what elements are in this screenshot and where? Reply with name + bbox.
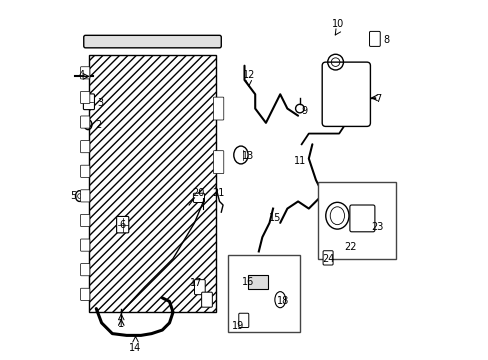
FancyBboxPatch shape bbox=[81, 264, 90, 276]
Text: 14: 14 bbox=[129, 343, 142, 353]
Text: 7: 7 bbox=[375, 94, 381, 104]
Text: 9: 9 bbox=[301, 107, 307, 116]
FancyBboxPatch shape bbox=[213, 97, 224, 120]
Text: 1: 1 bbox=[118, 319, 124, 329]
FancyBboxPatch shape bbox=[194, 280, 205, 295]
FancyBboxPatch shape bbox=[81, 215, 90, 226]
FancyBboxPatch shape bbox=[201, 292, 212, 307]
FancyBboxPatch shape bbox=[81, 67, 90, 79]
Bar bbox=[317, 182, 395, 258]
Text: 17: 17 bbox=[190, 278, 203, 288]
FancyBboxPatch shape bbox=[349, 205, 374, 232]
FancyBboxPatch shape bbox=[83, 35, 221, 48]
Text: 4: 4 bbox=[79, 69, 85, 80]
Text: 15: 15 bbox=[268, 212, 281, 222]
Text: 12: 12 bbox=[242, 69, 254, 80]
FancyBboxPatch shape bbox=[81, 91, 90, 104]
FancyBboxPatch shape bbox=[81, 239, 90, 251]
Text: 2: 2 bbox=[95, 120, 101, 130]
Text: 20: 20 bbox=[191, 188, 204, 198]
FancyBboxPatch shape bbox=[89, 55, 216, 312]
FancyBboxPatch shape bbox=[81, 116, 90, 128]
Text: 23: 23 bbox=[370, 222, 383, 232]
Text: 11: 11 bbox=[293, 156, 305, 166]
Text: 3: 3 bbox=[97, 98, 103, 108]
Text: 18: 18 bbox=[276, 296, 288, 306]
Text: 8: 8 bbox=[383, 35, 389, 45]
Text: 19: 19 bbox=[231, 321, 244, 331]
Text: 6: 6 bbox=[119, 220, 125, 230]
Text: 13: 13 bbox=[242, 151, 254, 161]
Bar bbox=[247, 275, 267, 289]
FancyBboxPatch shape bbox=[83, 94, 94, 110]
Bar bbox=[228, 255, 299, 332]
FancyBboxPatch shape bbox=[213, 151, 224, 174]
Text: 16: 16 bbox=[242, 277, 254, 287]
Text: 21: 21 bbox=[211, 188, 224, 198]
FancyBboxPatch shape bbox=[81, 190, 90, 202]
FancyBboxPatch shape bbox=[323, 251, 332, 265]
FancyBboxPatch shape bbox=[116, 216, 128, 233]
Text: 24: 24 bbox=[321, 253, 334, 264]
FancyBboxPatch shape bbox=[238, 313, 248, 328]
Text: 5: 5 bbox=[70, 191, 77, 201]
Text: 22: 22 bbox=[343, 242, 356, 252]
FancyBboxPatch shape bbox=[81, 165, 90, 177]
Text: 10: 10 bbox=[331, 18, 344, 28]
FancyBboxPatch shape bbox=[193, 193, 204, 203]
FancyBboxPatch shape bbox=[81, 141, 90, 153]
FancyBboxPatch shape bbox=[322, 62, 370, 126]
FancyBboxPatch shape bbox=[81, 288, 90, 300]
FancyBboxPatch shape bbox=[369, 31, 380, 46]
